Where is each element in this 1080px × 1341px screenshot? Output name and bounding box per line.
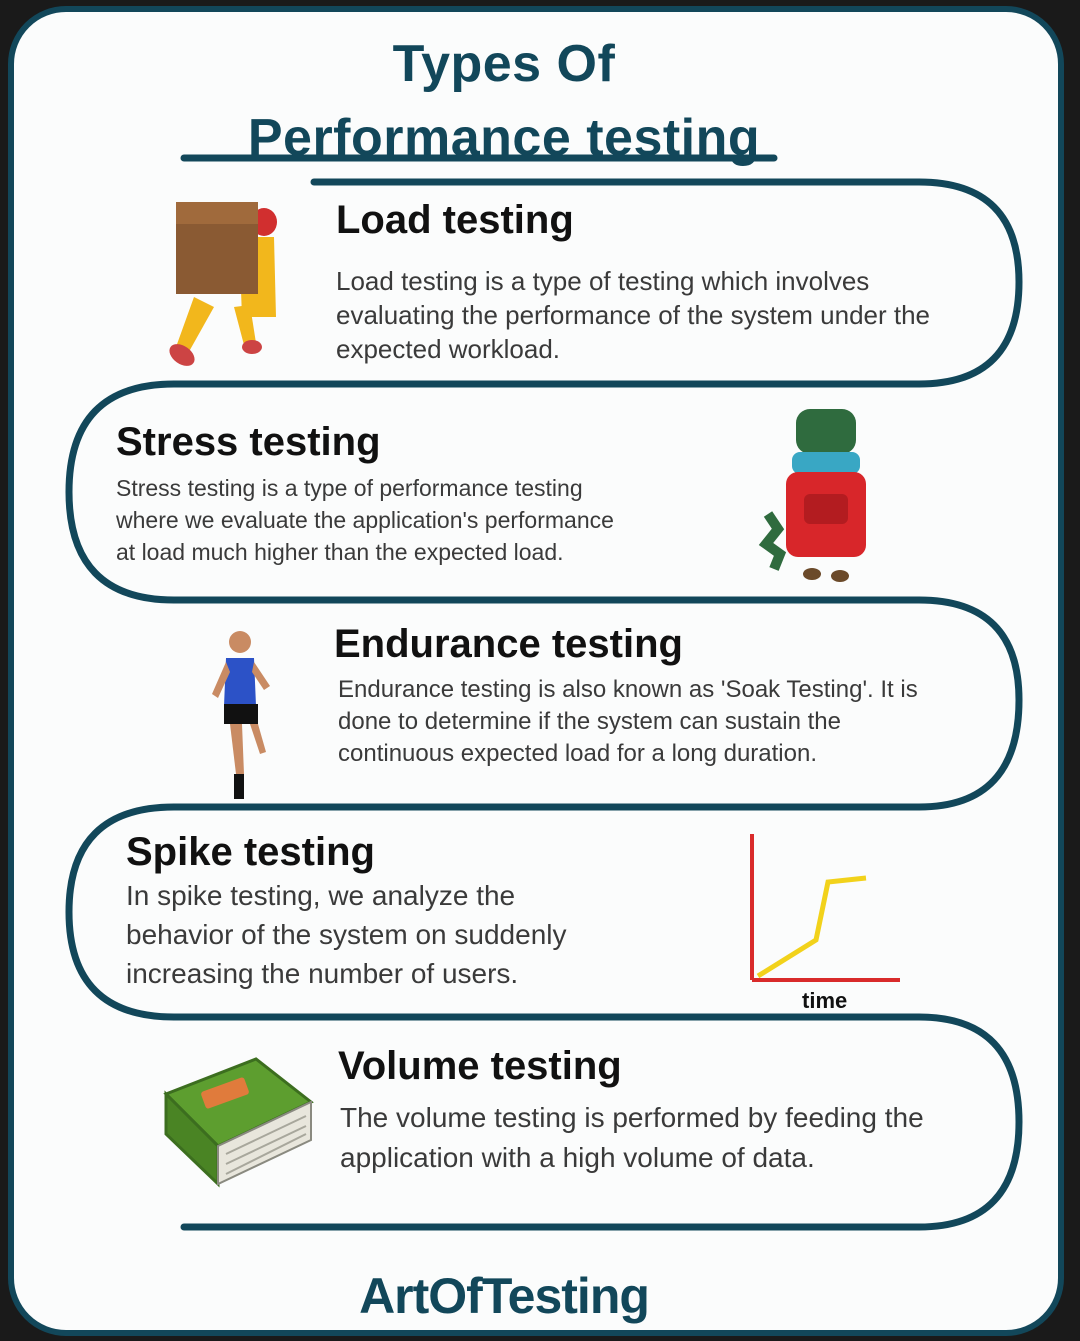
volume-testing-title: Volume testing xyxy=(338,1044,622,1088)
runner-illustration xyxy=(212,631,270,799)
stress-testing-title: Stress testing xyxy=(116,420,381,464)
infographic-card: Types Of Performance testing Load testin… xyxy=(8,6,1064,1336)
endurance-testing-title: Endurance testing xyxy=(334,622,683,666)
spike-testing-title: Spike testing xyxy=(126,830,375,874)
spike-testing-description: In spike testing, we analyze the behavio… xyxy=(126,880,567,989)
load-testing-title: Load testing xyxy=(336,198,574,242)
box-carrier-illustration xyxy=(169,202,277,366)
book-illustration xyxy=(163,1057,314,1188)
brand-logo: ArtOfTesting xyxy=(359,1268,650,1324)
volume-testing-description: The volume testing is performed by feedi… xyxy=(340,1102,924,1173)
stress-testing-description: Stress testing is a type of performance … xyxy=(116,475,614,565)
connector-path xyxy=(65,154,1023,1231)
load-testing-description: Load testing is a type of testing which … xyxy=(336,266,931,364)
backpacker-illustration xyxy=(758,409,866,582)
spike-chart-series-line xyxy=(756,875,867,979)
page-title-line1: Types Of xyxy=(392,35,616,93)
spike-chart: #users time xyxy=(750,834,900,1013)
spike-chart-x-label: time xyxy=(802,988,847,1013)
endurance-testing-description: Endurance testing is also known as 'Soak… xyxy=(338,676,918,767)
